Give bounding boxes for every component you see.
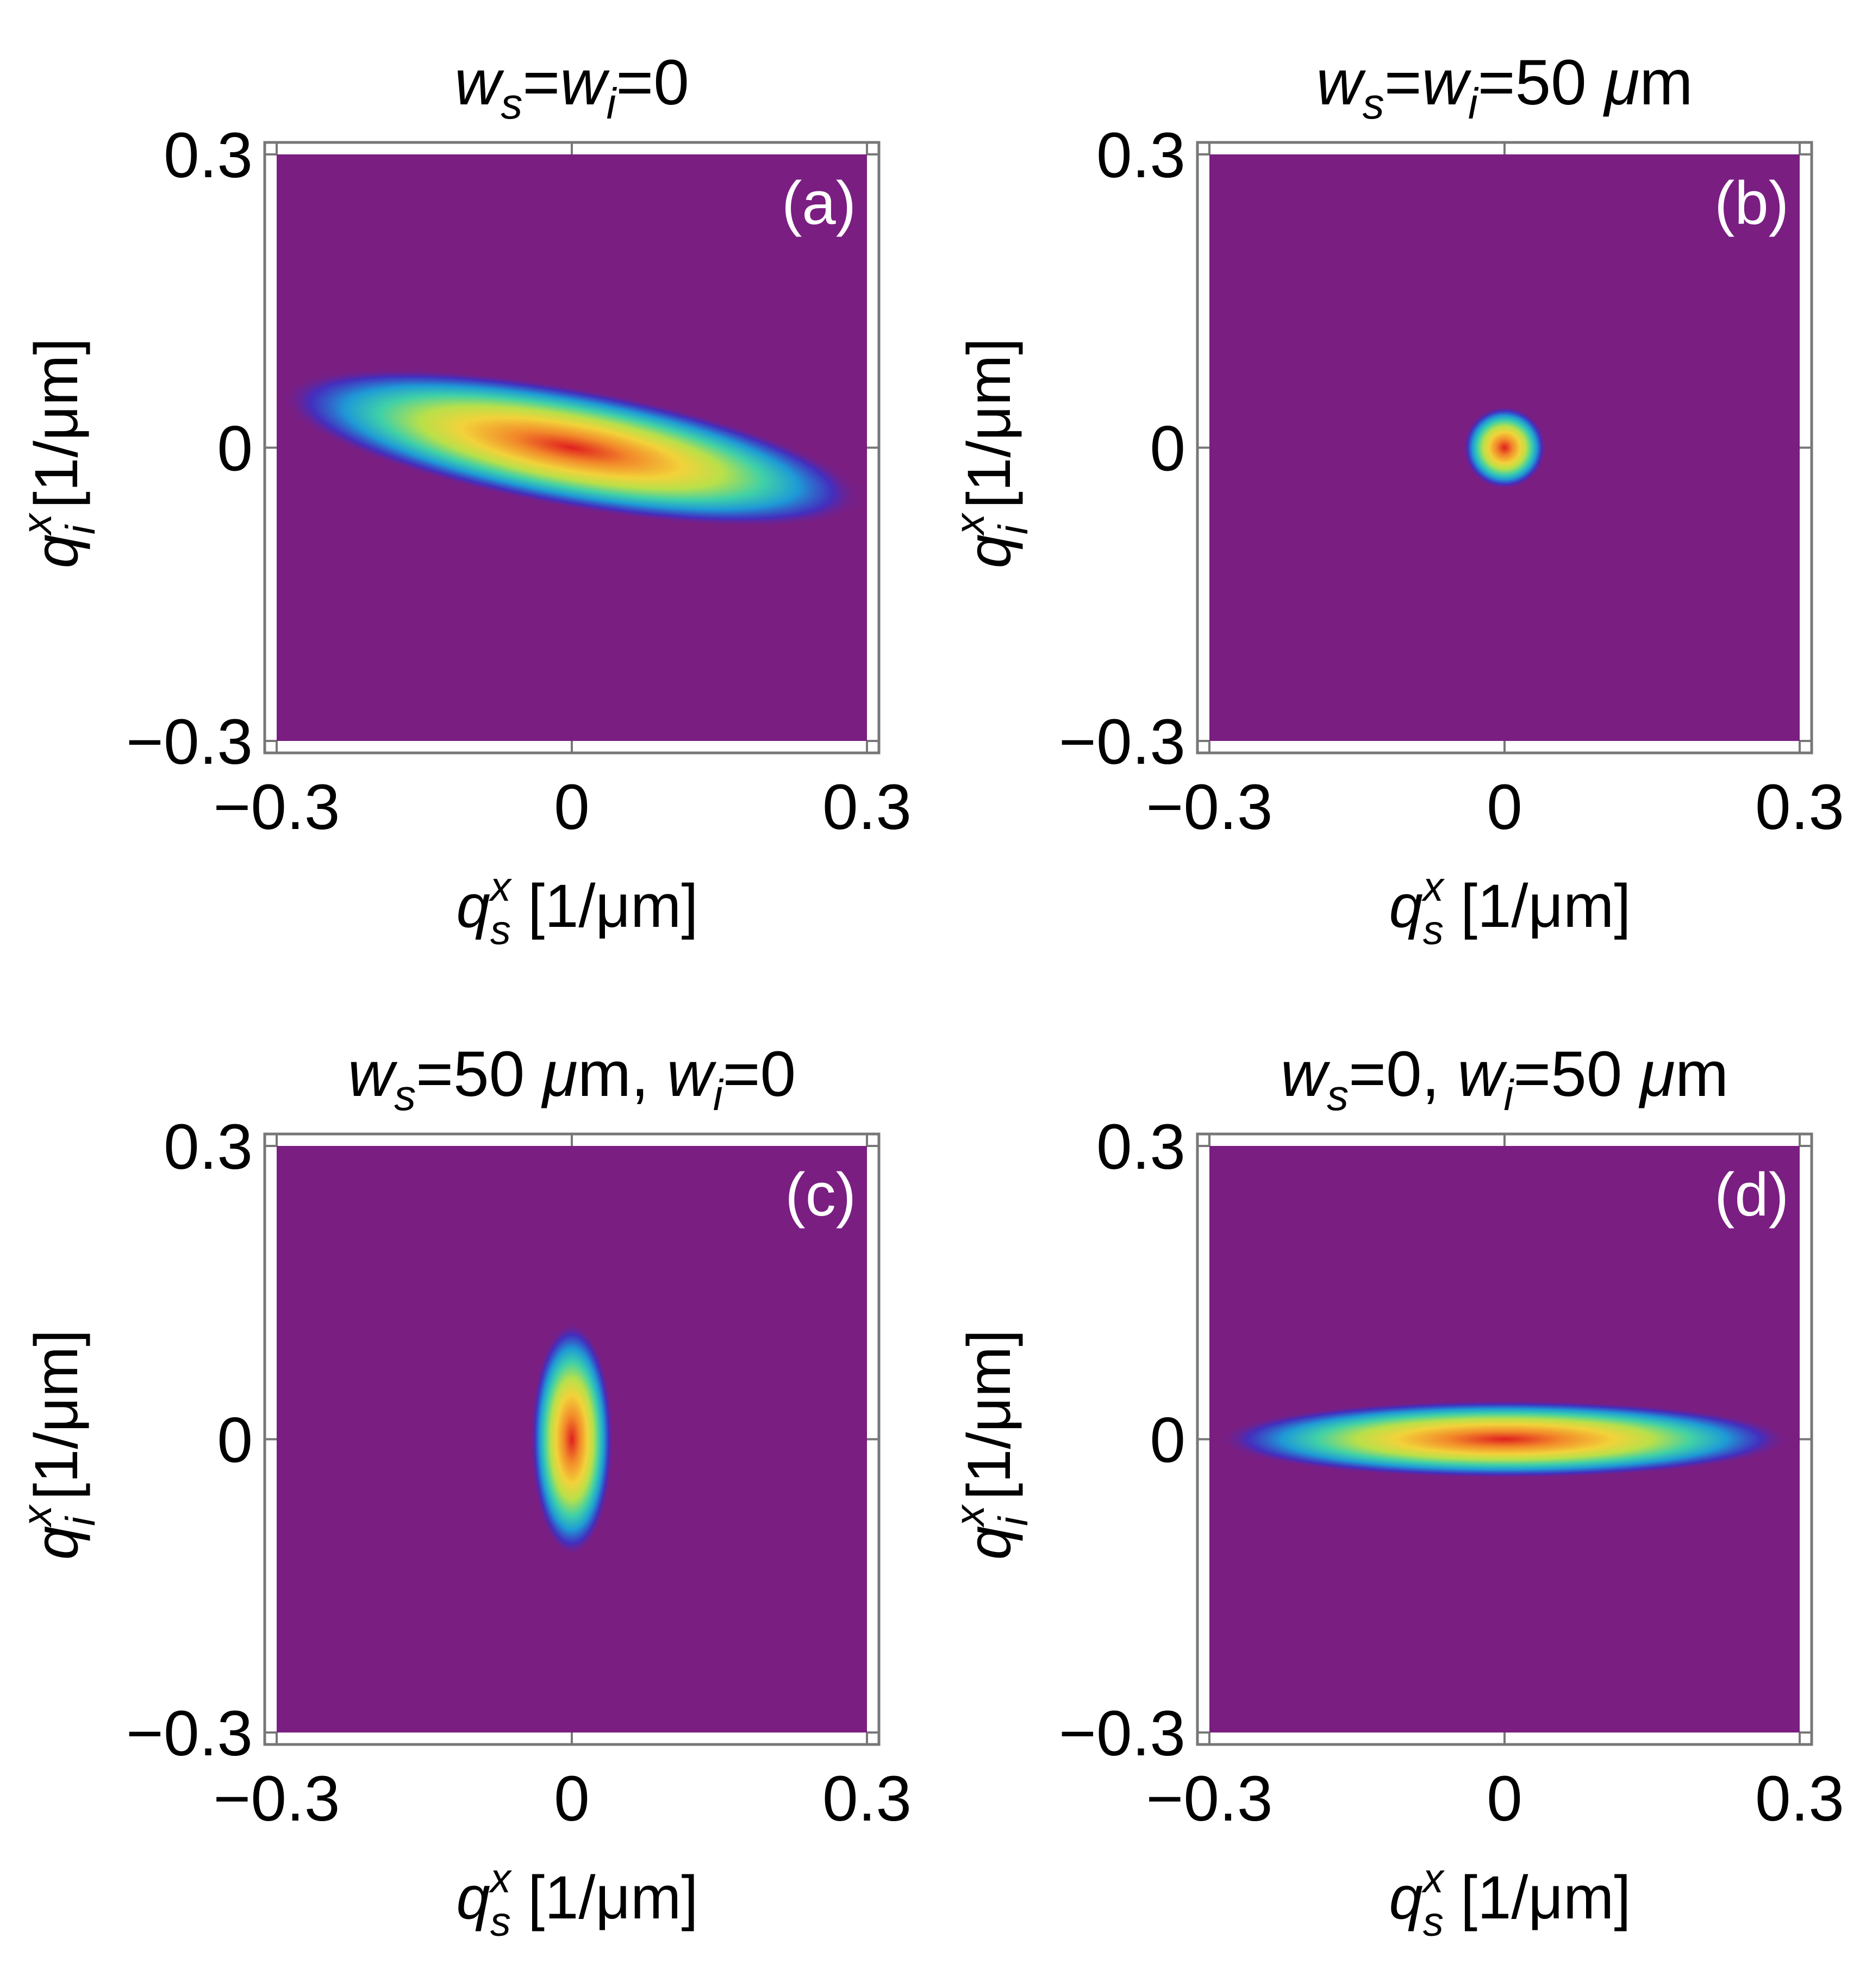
x-tick-label: 0: [1487, 1763, 1522, 1835]
y-tick-label: −0.3: [1059, 1698, 1185, 1769]
y-axis-label: qxi [1/μm]: [947, 338, 1037, 569]
panel-tag: (a): [782, 169, 856, 237]
y-tick-label: 0: [1150, 1405, 1185, 1476]
panel-b: −0.3 0 0.3 −0.3 0 0.3 (b) ws​=wi​=50 μm qxs [1/μ…: [947, 47, 1844, 954]
x-tick-label: −0.3: [1146, 1763, 1273, 1835]
panel-title: ws​=wi​=50 μm: [1316, 47, 1693, 128]
x-axis-label: qx s [1/μm]: [457, 864, 698, 954]
intensity-peak: [1463, 406, 1546, 489]
panel-title: ws​=wi​=0: [454, 47, 689, 128]
x-axis-label: qx s [1/μm]: [457, 1855, 698, 1945]
x-tick-label: 0: [554, 771, 590, 843]
intensity-peak: [281, 368, 863, 527]
y-axis-label: qxi [1/μm]: [14, 1330, 104, 1560]
x-tick-label: 0: [1487, 771, 1522, 843]
intensity-peak: [1219, 1400, 1790, 1479]
y-tick-label: −0.3: [126, 706, 253, 778]
y-axis-label: qxi [1/μm]: [14, 338, 104, 569]
y-tick-label: 0.3: [164, 120, 253, 191]
x-tick-label: −0.3: [214, 1763, 340, 1835]
x-tick-label: 0: [554, 1763, 590, 1835]
y-tick-label: −0.3: [1059, 706, 1185, 778]
x-tick-label: 0.3: [1755, 771, 1844, 843]
y-tick-label: 0: [217, 413, 253, 485]
panel-tag: (b): [1714, 169, 1789, 237]
panel-a: −0.3 0 0.3 −0.3 0 0.3 (a) ws​=wi​=0 qxs [1/μm] qx…: [14, 47, 912, 954]
y-tick-label: −0.3: [126, 1698, 253, 1769]
panel-d: −0.3 0 0.3 −0.3 0 0.3 (d) ws​=0, wi​=50 μm qxs […: [947, 1038, 1844, 1945]
panel-tag: (c): [785, 1161, 856, 1229]
x-tick-label: −0.3: [1146, 771, 1273, 843]
panel-title: ws​=0, wi​=50 μm: [1281, 1038, 1728, 1119]
x-tick-label: 0.3: [822, 771, 912, 843]
y-tick-label: 0: [1150, 413, 1185, 485]
x-axis-label: qx s [1/μm]: [1389, 1855, 1631, 1945]
x-axis-label: qx s [1/μm]: [1389, 864, 1631, 954]
x-tick-label: −0.3: [214, 771, 340, 843]
x-tick-label: 0.3: [822, 1763, 912, 1835]
x-tick-label: 0.3: [1755, 1763, 1844, 1835]
panel-title: ws​=50 μm, wi​=0: [348, 1038, 796, 1119]
intensity-peak: [530, 1323, 614, 1556]
y-tick-label: 0.3: [164, 1111, 253, 1183]
y-axis-label: qxi [1/μm]: [947, 1330, 1037, 1560]
panel-tag: (d): [1714, 1161, 1789, 1229]
y-tick-label: 0: [217, 1405, 253, 1476]
y-tick-label: 0.3: [1096, 1111, 1185, 1183]
y-tick-label: 0.3: [1096, 120, 1185, 191]
panel-c: −0.3 0 0.3 −0.3 0 0.3 (c) ws​=50 μm, wi​=0 qxs […: [14, 1038, 912, 1945]
